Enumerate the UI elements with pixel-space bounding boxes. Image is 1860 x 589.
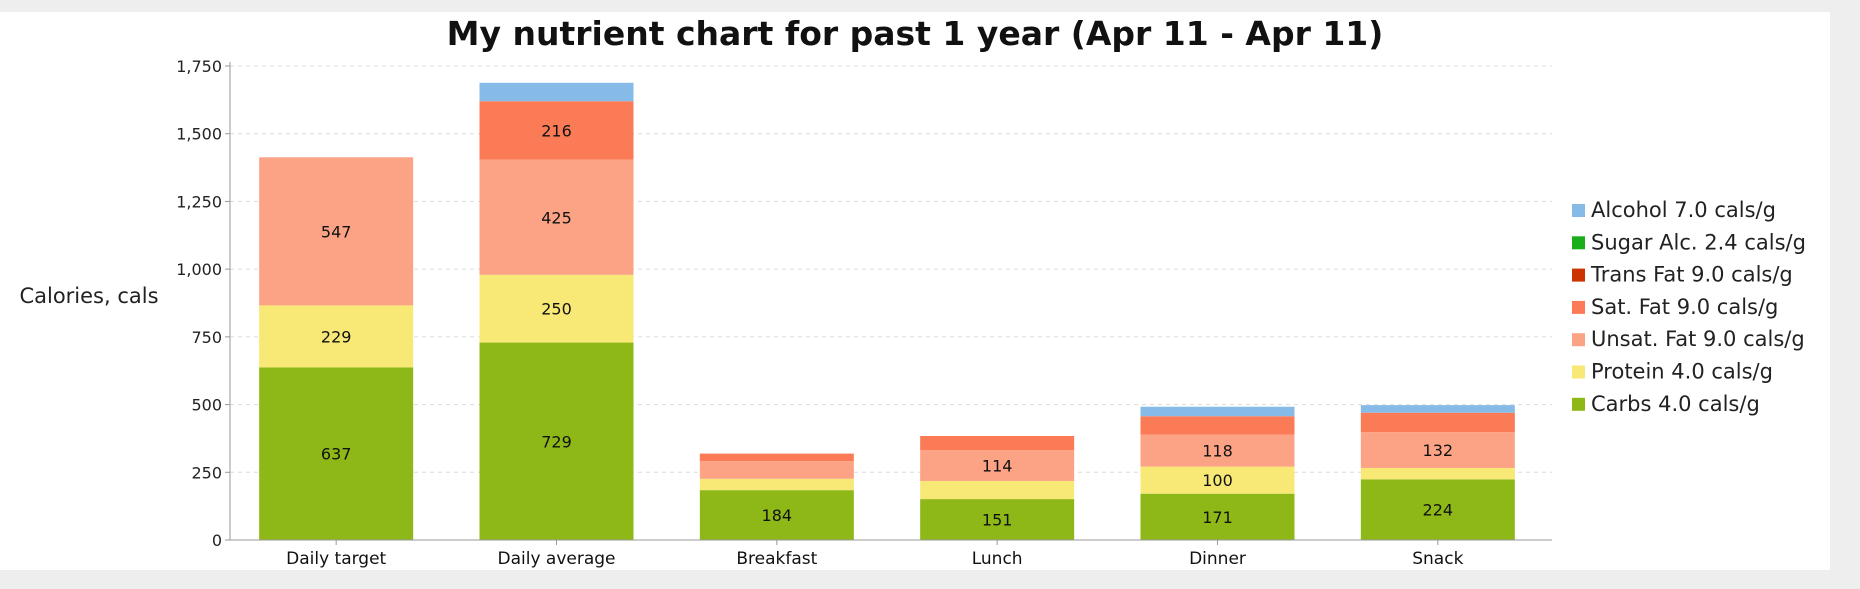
bar-segment-dinner-carbs-4-0 [1140,493,1295,540]
bar-segment-dinner-protein-4-0 [1140,466,1295,494]
bar-segment-lunch-sat-fat [920,435,1075,451]
y-tick-label: 1,500 [176,125,222,144]
bar-segment-daily-average-sat-fat [479,101,634,160]
y-tick-label: 500 [191,396,222,415]
chart-title: My nutrient chart for past 1 year (Apr 1… [447,14,1384,53]
y-tick-label: 0 [212,531,222,550]
legend-entry: Trans Fat 9.0 cals/g [1590,263,1793,287]
x-tick-label: Lunch [972,549,1023,569]
nutrient-chart: My nutrient chart for past 1 year (Apr 1… [19,14,1806,569]
legend: Alcohol 7.0 cals/g Sugar Alc. 2.4 cals/g T… [1572,198,1806,416]
legend-swatch [1572,204,1585,217]
bar-segment-snack-alcohol-7-0 [1360,405,1515,413]
bar-segment-daily-average-protein-4-0 [479,274,634,343]
bar-segment-dinner-sat-fat [1140,416,1295,435]
gridlines [230,65,1552,473]
x-tick-label: Dinner [1189,549,1246,569]
bar-segment-snack-carbs-4-0 [1360,479,1515,540]
legend-swatch [1572,268,1585,282]
data-label: 100 [1202,471,1233,490]
y-tick-label: 1,000 [176,260,222,279]
bar-segment-dinner-unsat-fat [1140,434,1295,467]
data-label: 151 [982,511,1013,530]
data-label: 547 [321,222,352,241]
data-label: 729 [541,432,572,451]
bar-segment-breakfast-unsat-fat [699,461,854,479]
bar-segment-breakfast-sat-fat [699,453,854,462]
bar-segment-daily-average-unsat-fat [479,159,634,275]
data-label: 184 [762,506,793,525]
legend-entry: Alcohol 7.0 cals/g [1591,198,1776,222]
legend-swatch [1572,300,1585,314]
legend-swatch [1572,236,1585,250]
bar-segment-daily-target-carbs-4-0 [259,367,414,540]
data-label: 114 [982,457,1013,476]
bar-segment-breakfast-protein-4-0 [699,478,854,491]
data-label: 229 [321,327,352,346]
x-tick-label: Daily average [497,549,615,569]
legend-entry: Unsat. Fat 9.0 cals/g [1591,327,1805,351]
bar-segment-daily-average-alcohol-7-0 [479,82,634,102]
bar-segment-dinner-alcohol-7-0 [1140,406,1295,417]
legend-entry: Carbs 4.0 cals/g [1591,392,1760,416]
axes: 0 250 500 750 1,000 1,250 1,500 1,750 Daily targ… [176,57,1552,569]
bar-segment-lunch-unsat-fat [920,450,1075,481]
legend-entry: Sat. Fat 9.0 cals/g [1591,295,1778,319]
bar-segment-daily-target-protein-4-0 [259,305,414,368]
bar-segment-daily-target-unsat-fat [259,157,414,306]
bar-segment-lunch-carbs-4-0 [920,499,1075,540]
y-axis-label: Calories, cals [19,284,158,308]
data-label: 224 [1423,501,1454,520]
data-label: 216 [541,121,572,140]
bar-segment-snack-protein-4-0 [1360,467,1515,480]
y-tick-label: 1,750 [176,57,222,76]
bar-segment-lunch-protein-4-0 [920,480,1075,500]
bar-segment-snack-unsat-fat [1360,432,1515,468]
bars: 637 229 547 729 250 425 216 184 151 114 171 100 118 2… [259,82,1515,540]
legend-swatch [1572,397,1585,411]
x-tick-label: Snack [1412,549,1463,569]
chart-panel: My nutrient chart for past 1 year (Apr 1… [0,12,1830,570]
bar-segment-daily-average-carbs-4-0 [479,342,634,540]
y-tick-label: 750 [191,328,222,347]
legend-swatch [1572,333,1585,347]
data-label: 425 [541,208,572,227]
data-label: 132 [1423,441,1454,460]
x-tick-label: Daily target [286,549,386,569]
y-tick-label: 1,250 [176,192,222,211]
y-tick-label: 250 [191,463,222,482]
x-tick-label: Breakfast [736,549,817,569]
bar-segment-breakfast-carbs-4-0 [699,490,854,540]
legend-entry: Sugar Alc. 2.4 cals/g [1591,230,1806,254]
data-label: 118 [1202,442,1233,461]
legend-entry: Protein 4.0 cals/g [1591,360,1773,384]
bar-segment-snack-sat-fat [1360,412,1515,433]
data-label: 637 [321,445,352,464]
data-label: 250 [541,300,572,319]
legend-swatch [1572,365,1585,379]
data-label: 171 [1202,508,1233,527]
